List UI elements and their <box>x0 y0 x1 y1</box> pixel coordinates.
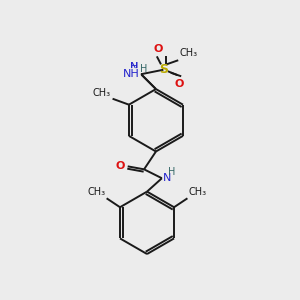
Text: O: O <box>154 44 163 54</box>
Text: O: O <box>116 161 125 171</box>
Text: CH₃: CH₃ <box>180 48 198 58</box>
Text: CH₃: CH₃ <box>189 187 207 197</box>
Text: NH: NH <box>123 69 140 79</box>
Text: S: S <box>159 63 168 76</box>
Text: H: H <box>140 64 147 74</box>
Text: H: H <box>130 62 138 72</box>
Text: H: H <box>167 167 175 177</box>
Text: N: N <box>163 173 172 183</box>
Text: CH₃: CH₃ <box>87 187 105 197</box>
Text: O: O <box>175 79 184 89</box>
Text: N: N <box>130 62 138 72</box>
Text: N: N <box>131 69 140 79</box>
Text: CH₃: CH₃ <box>92 88 110 98</box>
